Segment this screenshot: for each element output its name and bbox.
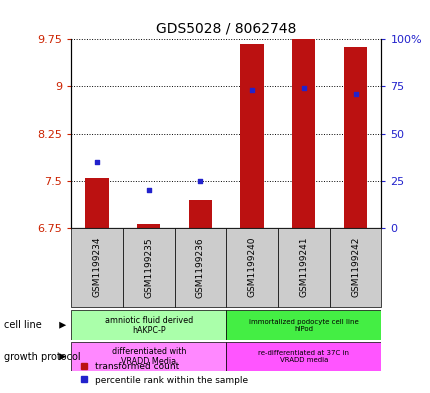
- Bar: [226, 228, 277, 307]
- Text: GSM1199241: GSM1199241: [299, 237, 307, 298]
- Text: immortalized podocyte cell line
hIPod: immortalized podocyte cell line hIPod: [249, 319, 358, 332]
- Point: [300, 85, 307, 92]
- Bar: [277, 228, 329, 307]
- Text: amniotic fluid derived
hAKPC-P: amniotic fluid derived hAKPC-P: [104, 316, 192, 335]
- Text: differentiated with
VRADD Media: differentiated with VRADD Media: [111, 347, 185, 366]
- Legend: transformed count, percentile rank within the sample: transformed count, percentile rank withi…: [75, 358, 252, 389]
- Bar: [123, 228, 174, 307]
- Point: [93, 159, 100, 165]
- Bar: [292, 39, 315, 228]
- Bar: [137, 224, 160, 228]
- Bar: [226, 342, 381, 371]
- Bar: [226, 310, 381, 340]
- Bar: [71, 310, 226, 340]
- Bar: [188, 200, 212, 228]
- Text: cell line: cell line: [4, 320, 42, 330]
- Text: GSM1199242: GSM1199242: [350, 237, 359, 298]
- Point: [351, 91, 358, 97]
- Text: growth protocol: growth protocol: [4, 352, 81, 362]
- Text: GSM1199234: GSM1199234: [92, 237, 101, 298]
- Bar: [174, 228, 226, 307]
- Bar: [329, 228, 381, 307]
- Bar: [240, 44, 263, 228]
- Point: [248, 87, 255, 94]
- Point: [197, 178, 203, 184]
- Text: GSM1199235: GSM1199235: [144, 237, 153, 298]
- Bar: [85, 178, 108, 228]
- Text: GSM1199236: GSM1199236: [196, 237, 204, 298]
- Bar: [343, 48, 366, 228]
- Point: [145, 187, 152, 193]
- Title: GDS5028 / 8062748: GDS5028 / 8062748: [156, 21, 296, 35]
- Bar: [71, 342, 226, 371]
- Text: re-differentiated at 37C in
VRADD media: re-differentiated at 37C in VRADD media: [258, 350, 349, 363]
- Bar: [71, 228, 123, 307]
- Text: GSM1199240: GSM1199240: [247, 237, 256, 298]
